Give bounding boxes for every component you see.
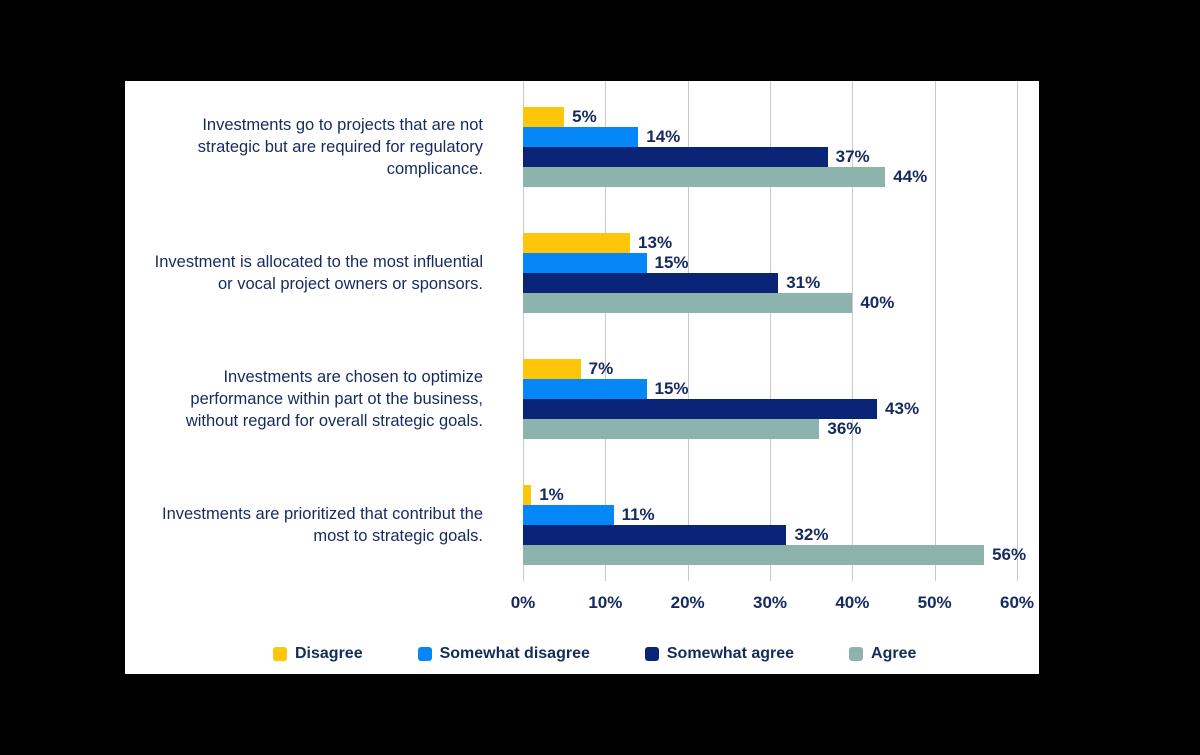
bar-disagree [523,485,532,505]
bar-disagree [523,359,581,379]
gridline [1017,81,1018,581]
gridline [523,81,524,581]
category-label: Investments are chosen to optimize perfo… [185,368,483,430]
x-tick-label: 40% [835,593,870,612]
bar-value-label: 15% [654,379,689,398]
bar-value-label: 7% [588,359,614,378]
category-label: Investments are prioritized that contrib… [162,505,483,545]
legend-label: Disagree [295,645,363,662]
x-tick-label: 10% [588,593,623,612]
plot-area: 5% 14% 37% 44% 13% 15% 31% 40% 7% 15% 43% 36% 1% 11% 3… [523,81,1026,581]
x-tick-label: 20% [670,593,705,612]
bar-value-label: 32% [794,525,829,544]
bar-agree [523,293,853,313]
legend-swatch-somewhat-agree [644,647,659,661]
bar-value-label: 13% [638,233,673,252]
legend: Disagree Somewhat disagree Somewhat agree A… [273,645,916,663]
bar-value-label: 36% [827,419,862,438]
chart-card: 5% 14% 37% 44% 13% 15% 31% 40% 7% 15% 43% 36% 1% 11% 3… [125,81,1039,674]
x-tick-label: 50% [917,593,952,612]
gridline [852,81,854,581]
legend-item-somewhat-agree: Somewhat agree [644,645,795,663]
bar-value-label: 1% [539,485,564,504]
x-tick-label: 60% [999,593,1035,612]
bar-value-label: 43% [885,399,920,418]
gridline [934,81,936,581]
legend-label: Somewhat agree [666,645,795,662]
bar-value-label: 15% [654,253,689,272]
bar-value-label: 40% [860,293,895,312]
bar-somewhat-disagree [523,379,647,399]
category-label: Investments go to projects that are not … [197,116,483,178]
bar-agree [523,419,820,439]
bar-somewhat-agree [523,525,787,545]
bar-value-label: 37% [835,147,870,166]
bar-value-label: 14% [646,127,681,146]
legend-swatch-agree [849,647,864,661]
bar-somewhat-agree [523,399,878,419]
bar-somewhat-agree [523,147,828,167]
legend-swatch-disagree [273,647,287,661]
bar-somewhat-disagree [523,505,614,525]
x-tick-label: 0% [510,593,536,612]
x-tick-label: 30% [752,593,788,612]
legend-item-disagree: Disagree [273,645,363,663]
bar-agree [523,545,985,565]
bar-disagree [523,107,565,127]
legend-swatch-somewhat-disagree [417,647,432,661]
legend-label: Agree [871,645,917,662]
gridline [605,81,607,581]
bar-value-label: 5% [572,107,597,126]
bar-somewhat-agree [523,273,779,293]
legend-label: Somewhat disagree [439,645,590,662]
bar-value-label: 31% [786,273,821,292]
bar-value-label: 11% [621,505,655,524]
gridline [687,81,689,581]
bar-value-label: 44% [893,167,928,186]
category-label: Investment is allocated to the most infl… [154,253,483,293]
bar-value-label: 56% [992,545,1027,564]
bar-somewhat-disagree [523,253,647,273]
legend-item-somewhat-disagree: Somewhat disagree [417,645,590,663]
legend-item-agree: Agree [849,645,916,663]
gridline [770,81,771,581]
bar-disagree [523,233,631,253]
bar-agree [523,167,886,187]
bar-somewhat-disagree [523,127,639,147]
